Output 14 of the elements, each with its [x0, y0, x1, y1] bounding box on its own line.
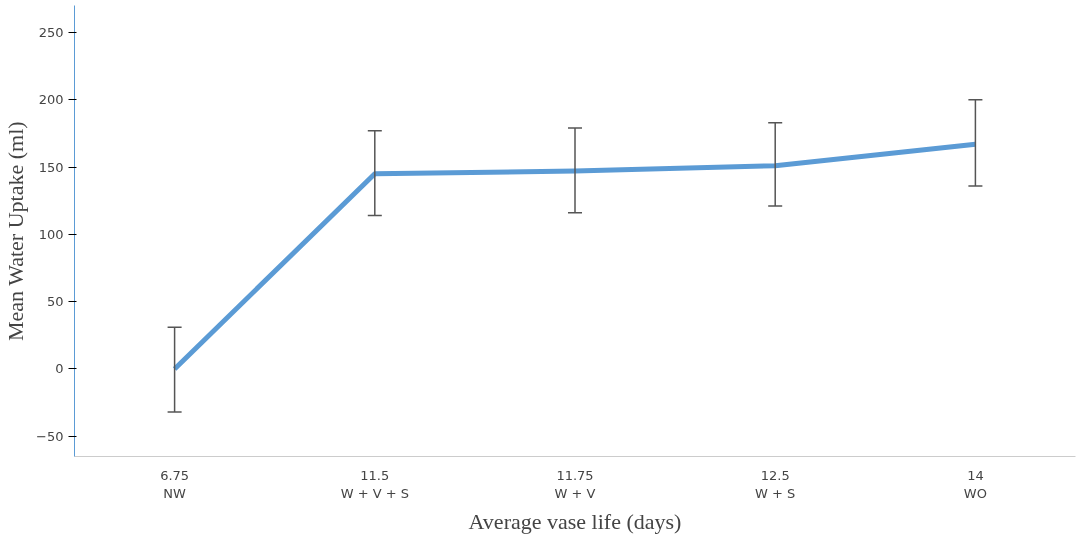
y-tick-label: 150: [38, 159, 64, 175]
x-axis-title: Average vase life (days): [468, 508, 682, 534]
x-tick-label: 12.5 W + S: [755, 467, 796, 501]
y-axis-title: Mean Water Uptake (ml): [3, 121, 29, 341]
x-tick-label: 11.75 W + V: [554, 467, 596, 501]
y-tick-label: 0: [55, 361, 64, 377]
x-tick-label: 6.75 NW: [160, 467, 190, 501]
y-tick-label: 100: [38, 226, 64, 242]
x-tick-label: 11.5 W + V + S: [340, 467, 409, 501]
x-tick-label: 14 WO: [963, 467, 987, 501]
y-tick-label: 50: [46, 294, 64, 310]
y-tick-label: 250: [38, 24, 64, 40]
y-tick-label: −50: [36, 428, 64, 444]
y-tick-label: 200: [38, 92, 64, 108]
